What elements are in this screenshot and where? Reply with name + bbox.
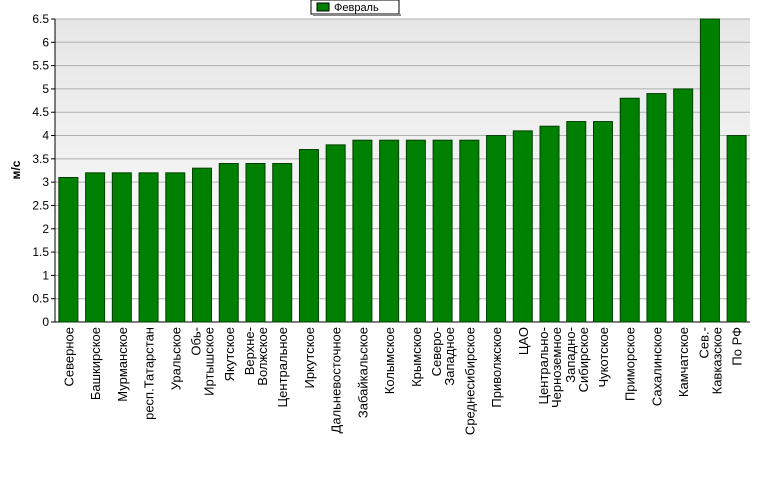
y-tick-label: 5 (42, 82, 49, 96)
x-tick-group: Дальневосточное (329, 327, 344, 433)
x-tick-label: Мурманское (115, 327, 130, 402)
bar (619, 97, 640, 323)
bar (379, 139, 400, 323)
x-tick-group: Башкирское (88, 327, 103, 400)
bar (245, 163, 266, 323)
y-axis-label: м/с (9, 160, 23, 179)
x-tick-label: Северо-Западное (429, 327, 457, 386)
x-tick-label: Камчатское (676, 327, 691, 397)
bar (512, 130, 533, 323)
x-tick-label: Чукотское (596, 327, 611, 388)
x-tick-label: Уральское (168, 327, 183, 390)
x-tick-label: Приволжское (489, 327, 504, 408)
y-tick-label: 1.5 (32, 245, 49, 259)
x-tick-label: Обь-Иртышское (189, 327, 217, 396)
bar (405, 139, 426, 323)
x-tick-label: Северное (61, 327, 76, 386)
x-tick-group: Уральское (168, 327, 183, 390)
x-tick-group: Сев.-Кавказское (696, 327, 724, 394)
bar (58, 176, 79, 323)
bar (646, 93, 667, 323)
x-tick-group: Иркутское (302, 327, 317, 389)
bar (726, 135, 747, 323)
x-tick-label: Центрально-Черноземное (536, 327, 564, 408)
legend-box-shadow (313, 14, 401, 16)
x-tick-group: Колымское (382, 327, 397, 394)
x-tick-group: По РФ (730, 327, 745, 366)
x-tick-label: Сев.-Кавказское (696, 327, 724, 394)
x-tick-group: респ.Татарстан (142, 327, 157, 420)
bar (459, 139, 480, 323)
x-tick-group: Забайкальское (355, 327, 370, 418)
bar (566, 121, 587, 323)
x-tick-group: Центральное (275, 327, 290, 407)
x-tick-label: ЦАО (516, 327, 531, 355)
x-tick-label: Сахалинское (649, 327, 664, 406)
x-tick-group: Среднесибирское (462, 327, 477, 435)
x-tick-label: Забайкальское (355, 327, 370, 418)
y-tick-label: 2.5 (32, 198, 49, 212)
x-tick-label: Дальневосточное (329, 327, 344, 433)
x-tick-group: Якутское (222, 327, 237, 381)
x-tick-label: Иркутское (302, 327, 317, 389)
x-tick-label: Среднесибирское (462, 327, 477, 435)
x-tick-group: Обь-Иртышское (189, 327, 217, 396)
legend-label: Февраль (334, 2, 379, 14)
x-tick-group: Северо-Западное (429, 327, 457, 386)
x-tick-label: респ.Татарстан (142, 327, 157, 420)
bar (486, 135, 507, 323)
y-tick-label: 6 (42, 35, 49, 49)
y-tick-label: 0 (42, 315, 49, 329)
legend-swatch (316, 2, 330, 12)
x-tick-group: Крымское (409, 327, 424, 387)
y-tick-label: 3.5 (32, 152, 49, 166)
x-tick-label: Якутское (222, 327, 237, 381)
bar (298, 149, 319, 323)
bar (272, 163, 293, 323)
y-tick-label: 3 (42, 175, 49, 189)
bar (85, 172, 106, 323)
bar (539, 125, 560, 323)
plot-area (55, 19, 750, 322)
x-tick-group: Приволжское (489, 327, 504, 408)
bar (138, 172, 159, 323)
x-tick-group: Верхне-Волжское (242, 327, 270, 386)
x-tick-group: Западно-Сибирское (563, 327, 591, 392)
x-tick-group: Камчатское (676, 327, 691, 397)
x-tick-label: Западно-Сибирское (563, 327, 591, 392)
bar (352, 139, 373, 323)
x-tick-group: Мурманское (115, 327, 130, 402)
x-tick-label: Башкирское (88, 327, 103, 400)
x-tick-group: Сахалинское (649, 327, 664, 406)
x-tick-group: Северное (61, 327, 76, 386)
bar (592, 121, 613, 323)
x-tick-group: Чукотское (596, 327, 611, 388)
x-tick-label: Приморское (623, 327, 638, 401)
y-tick-label: 0.5 (32, 292, 49, 306)
y-tick-label: 4 (42, 129, 49, 143)
bar (165, 172, 186, 323)
bar (192, 167, 213, 323)
y-tick-label: 1 (42, 268, 49, 282)
x-tick-label: Верхне-Волжское (242, 327, 270, 386)
x-tick-label: Центральное (275, 327, 290, 407)
y-tick-label: 4.5 (32, 105, 49, 119)
x-tick-group: ЦАО (516, 327, 531, 355)
bar (111, 172, 132, 323)
x-tick-label: Крымское (409, 327, 424, 387)
y-tick-label: 2 (42, 222, 49, 236)
x-tick-group: Центрально-Черноземное (536, 327, 564, 408)
y-tick-label: 5.5 (32, 59, 49, 73)
bar (325, 144, 346, 323)
bar (673, 88, 694, 323)
y-tick-label: 6.5 (32, 12, 49, 26)
bar (699, 18, 720, 323)
x-tick-group: Приморское (623, 327, 638, 401)
x-tick-label: Колымское (382, 327, 397, 394)
bar (218, 163, 239, 323)
x-tick-label: По РФ (730, 327, 745, 366)
bar (432, 139, 453, 323)
